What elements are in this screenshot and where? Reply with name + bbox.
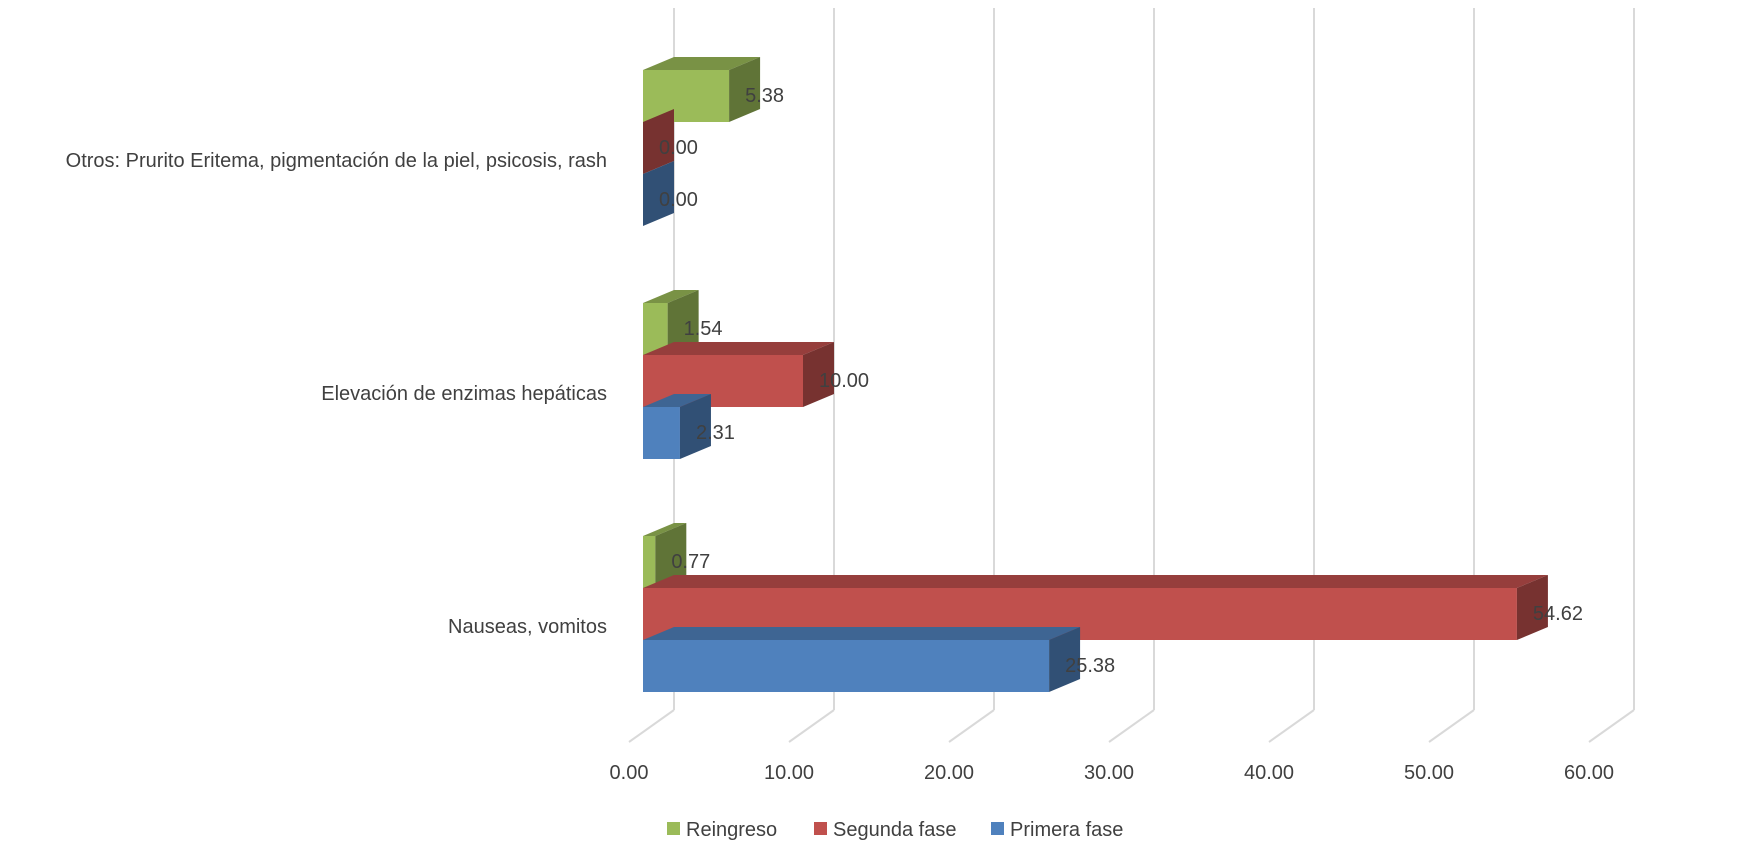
legend-label: Reingreso [686,819,777,841]
bar [643,627,1081,692]
bar-top-face [643,57,761,70]
category-labels: Otros: Prurito Eritema, pigmentación de … [66,150,607,638]
bar-top-face [643,627,1081,640]
data-label: 5.38 [745,85,784,107]
floor-gridline [1108,709,1155,743]
legend-item: Reingreso [667,819,777,841]
x-tick-label: 40.00 [1244,762,1294,784]
legend-swatch [814,822,827,835]
gridlines [628,8,1635,743]
floor-gridline [948,709,995,743]
legend-label: Segunda fase [833,819,956,841]
data-label: 0.00 [659,189,698,211]
floor-gridline [1268,709,1315,743]
bar [643,523,687,588]
x-tick-label: 30.00 [1084,762,1134,784]
x-tick-label: 0.00 [610,762,649,784]
x-axis-tick-labels: 0.00 10.00 20.00 30.00 40.00 50.00 60.00 [610,762,1615,784]
bar-front-face [643,407,680,459]
bar-front-face [643,303,668,355]
legend-item: Segunda fase [814,819,956,841]
data-label: 54.62 [1533,603,1583,625]
category-label: Otros: Prurito Eritema, pigmentación de … [66,150,607,172]
data-label: 1.54 [684,318,723,340]
bar [643,57,761,122]
legend-swatch [667,822,680,835]
x-tick-label: 20.00 [924,762,974,784]
bars [643,57,1548,692]
bar-top-face [643,342,834,355]
bar-top-face [643,523,687,536]
bar [643,109,674,174]
bar-front-face [643,70,730,122]
category-label: Nauseas, vomitos [448,616,607,638]
bar-top-face [643,575,1548,588]
bar-top-face [643,394,711,407]
bar-side-face [679,394,711,459]
data-label: 25.38 [1065,655,1115,677]
legend: Reingreso Segunda fase Primera fase [667,819,1123,841]
data-labels: 5.38 0.00 0.00 1.54 10.00 2.31 0.77 54.62 25.38 [659,85,1583,677]
floor-gridline [1428,709,1475,743]
bar [643,290,699,355]
data-label: 0.77 [671,551,710,573]
data-label: 0.00 [659,137,698,159]
legend-swatch [991,822,1004,835]
data-label: 10.00 [819,370,869,392]
bar-side-face [803,342,834,407]
bar-side-face [655,523,687,588]
bar-side-face [643,109,674,174]
legend-item: Primera fase [991,819,1123,841]
bar-front-face [643,536,656,588]
bar [643,394,711,459]
bar-side-face [667,290,699,355]
floor-gridline [788,709,835,743]
bar-side-face [1049,627,1081,692]
x-tick-label: 10.00 [764,762,814,784]
bar-side-face [643,161,674,226]
legend-label: Primera fase [1010,819,1123,841]
floor-gridline [1588,709,1635,743]
bar-side-face [1516,575,1548,640]
bar-front-face [643,640,1050,692]
x-tick-label: 60.00 [1564,762,1614,784]
category-label: Elevación de enzimas hepáticas [321,383,607,405]
x-tick-label: 50.00 [1404,762,1454,784]
bar-top-face [643,290,699,303]
floor-gridline [628,709,675,743]
bar-side-face [729,57,761,122]
data-label: 2.31 [696,422,735,444]
bar [643,161,674,226]
